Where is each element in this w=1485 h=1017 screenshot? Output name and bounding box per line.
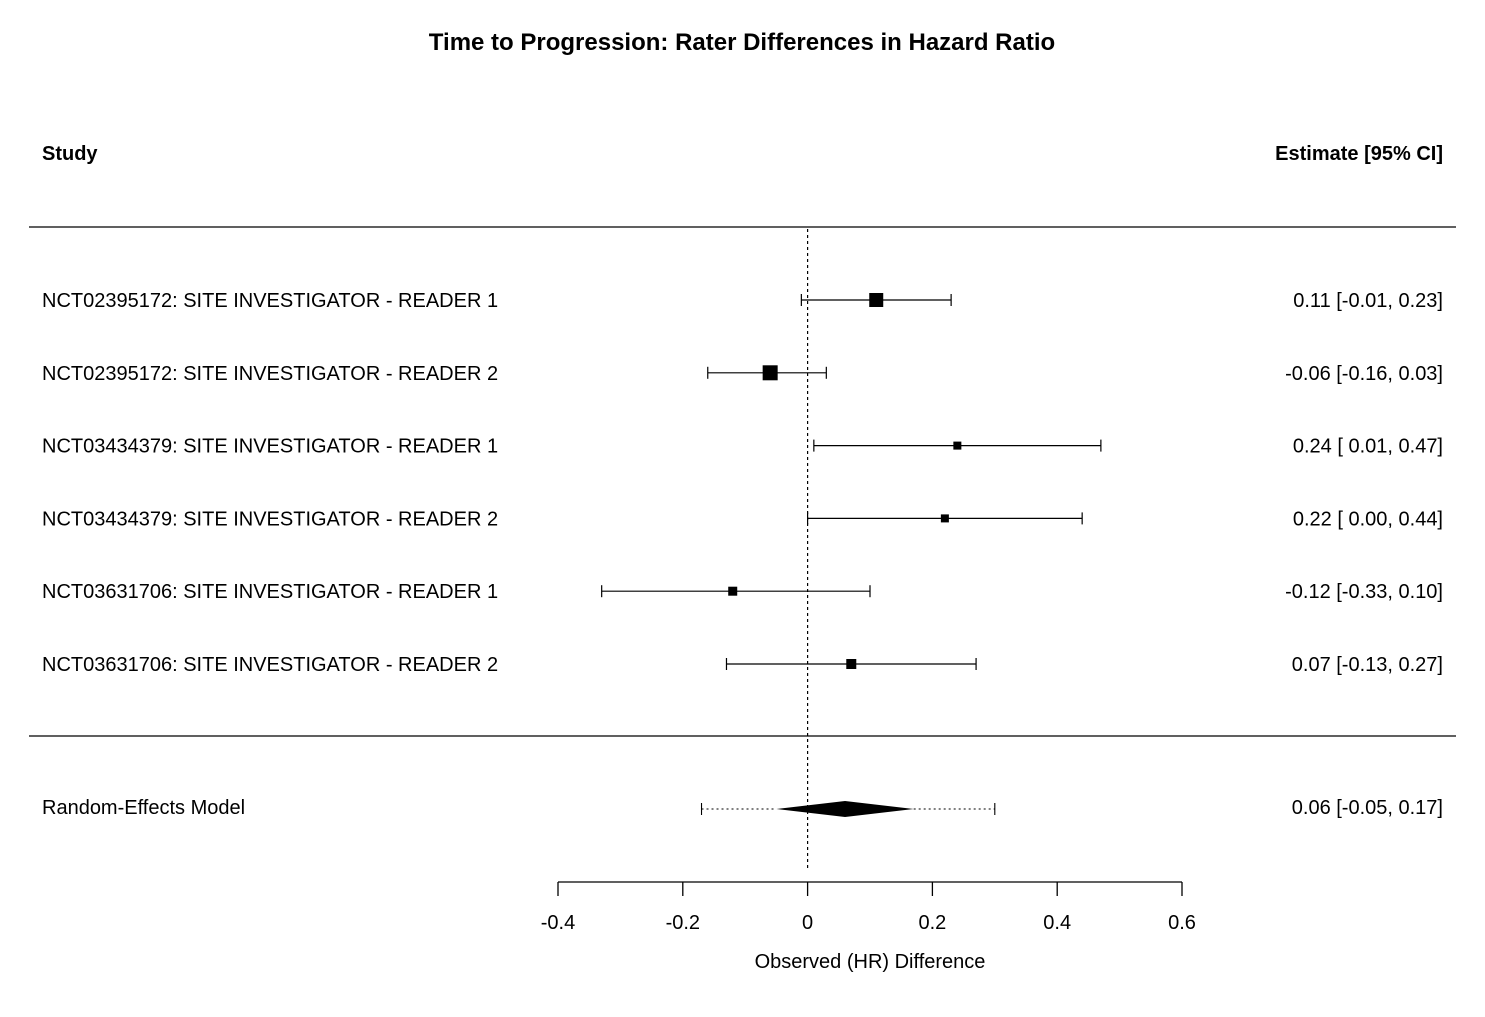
x-tick-label: -0.4: [541, 912, 575, 934]
estimate-square: [869, 293, 884, 307]
estimate-square: [953, 441, 962, 450]
study-column-header: Study: [42, 143, 98, 165]
summary-row: Random-Effects Model 0.06 [-0.05, 0.17]: [42, 797, 1443, 819]
summary-label: Random-Effects Model: [42, 797, 245, 819]
x-tick-label: 0.4: [1043, 912, 1071, 934]
estimate-square: [728, 586, 738, 596]
study-label: NCT03434379: SITE INVESTIGATOR - READER …: [42, 436, 498, 458]
study-estimate-text: 0.24 [ 0.01, 0.47]: [1293, 436, 1443, 458]
study-label: NCT03434379: SITE INVESTIGATOR - READER …: [42, 508, 498, 530]
study-estimate-text: -0.06 [-0.16, 0.03]: [1285, 363, 1443, 385]
estimate-square: [846, 659, 857, 669]
study-estimate-text: 0.07 [-0.13, 0.27]: [1292, 654, 1443, 676]
study-row: NCT03434379: SITE INVESTIGATOR - READER …: [42, 508, 1443, 530]
study-label: NCT02395172: SITE INVESTIGATOR - READER …: [42, 290, 498, 312]
summary-estimate-text: 0.06 [-0.05, 0.17]: [1292, 797, 1443, 819]
study-row: NCT03434379: SITE INVESTIGATOR - READER …: [42, 436, 1443, 458]
study-row: NCT02395172: SITE INVESTIGATOR - READER …: [42, 290, 1443, 312]
x-axis: -0.4 -0.2 0 0.2 0.4 0.6: [541, 881, 1196, 934]
study-label: NCT03631706: SITE INVESTIGATOR - READER …: [42, 581, 498, 603]
study-estimate-text: -0.12 [-0.33, 0.10]: [1285, 581, 1443, 603]
estimate-square: [762, 365, 778, 381]
estimate-column-header: Estimate [95% CI]: [1275, 143, 1443, 165]
x-axis-title: Observed (HR) Difference: [755, 951, 986, 973]
x-tick-label: 0.6: [1168, 912, 1196, 934]
study-row: NCT03631706: SITE INVESTIGATOR - READER …: [42, 581, 1443, 603]
x-tick-label: 0: [802, 912, 813, 934]
summary-diamond: [776, 801, 914, 817]
study-estimate-text: 0.11 [-0.01, 0.23]: [1293, 290, 1443, 312]
estimate-square: [940, 514, 949, 523]
study-rows: NCT02395172: SITE INVESTIGATOR - READER …: [42, 290, 1443, 676]
x-tick-label: -0.2: [666, 912, 700, 934]
study-label: NCT03631706: SITE INVESTIGATOR - READER …: [42, 654, 498, 676]
chart-title: Time to Progression: Rater Differences i…: [429, 29, 1055, 56]
study-row: NCT02395172: SITE INVESTIGATOR - READER …: [42, 363, 1443, 385]
study-label: NCT02395172: SITE INVESTIGATOR - READER …: [42, 363, 498, 385]
study-row: NCT03631706: SITE INVESTIGATOR - READER …: [42, 654, 1443, 676]
x-tick-label: 0.2: [918, 912, 946, 934]
study-estimate-text: 0.22 [ 0.00, 0.44]: [1293, 508, 1443, 530]
